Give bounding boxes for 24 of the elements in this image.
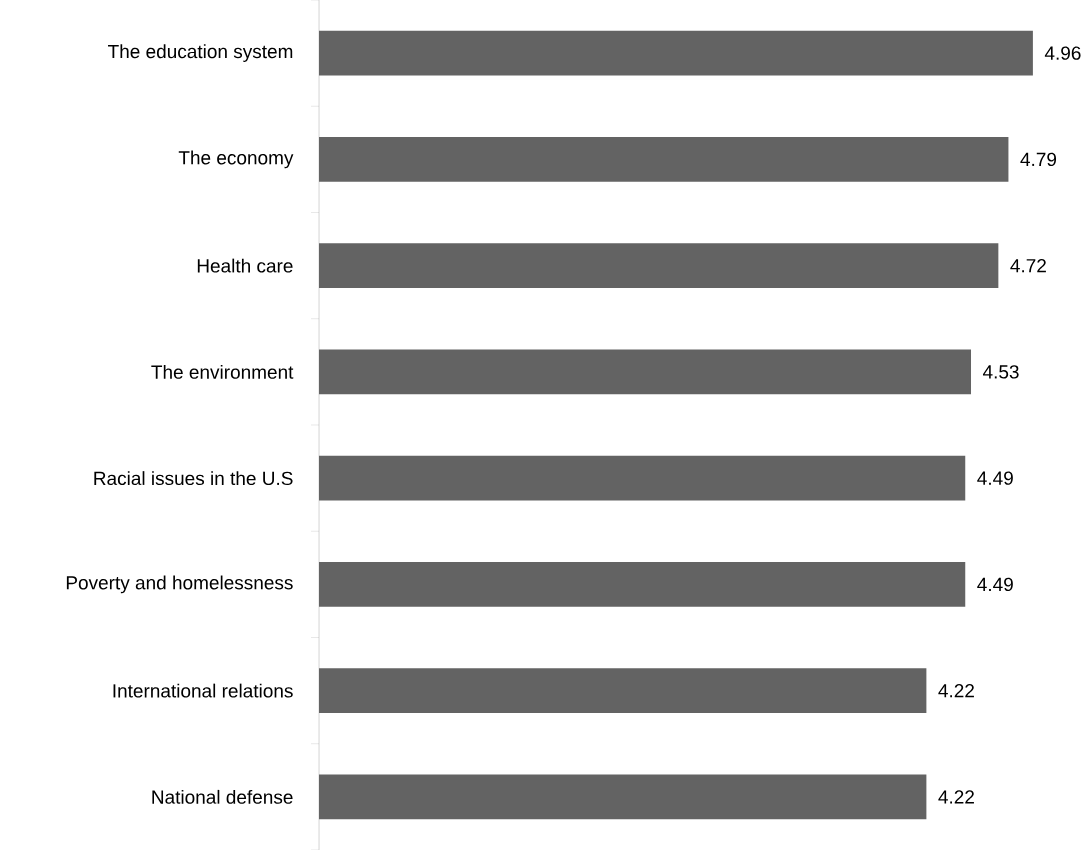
bar	[319, 562, 966, 607]
bar	[319, 137, 1009, 182]
y-tick-label: The environment	[151, 364, 294, 379]
y-tick-label: International relations	[113, 683, 293, 698]
bar	[319, 774, 927, 820]
bar	[319, 243, 999, 288]
bar	[319, 455, 966, 501]
data-label: 4.72	[1010, 258, 1046, 273]
data-label: 4.79	[1020, 152, 1057, 167]
data-label: 4.49	[977, 577, 1013, 592]
data-label: 4.49	[977, 471, 1013, 485]
data-label: 4.22	[938, 790, 974, 804]
data-label: 4.22	[938, 683, 974, 698]
y-tick-label: Racial issues in the U.S	[94, 471, 293, 486]
y-tick-label: Poverty and homelessness	[66, 575, 293, 594]
data-label: 4.53	[982, 365, 1019, 379]
data-label: 4.96	[1044, 46, 1081, 60]
y-tick-label: The economy	[178, 150, 294, 169]
y-tick-label: National defense	[152, 789, 293, 804]
bar	[319, 668, 927, 713]
bar	[319, 30, 1033, 76]
y-tick-label: Health care	[197, 258, 293, 273]
bar	[319, 349, 972, 395]
y-tick-label: The education system	[108, 44, 293, 62]
